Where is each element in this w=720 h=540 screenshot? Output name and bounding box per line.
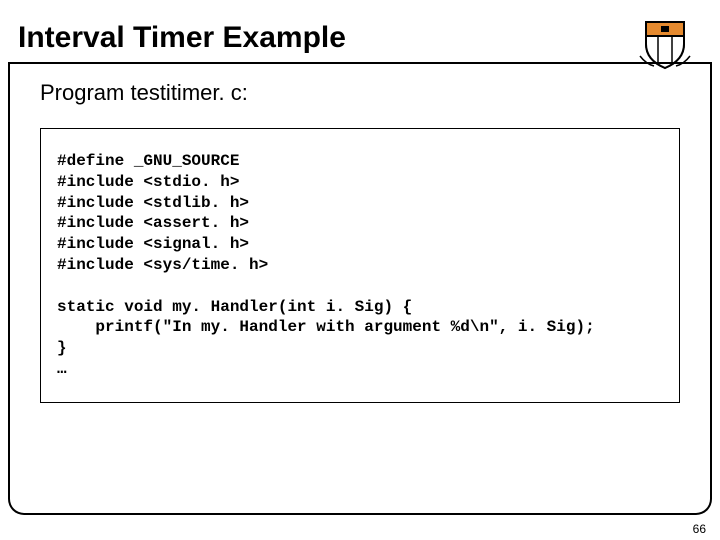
page-number: 66	[693, 522, 706, 536]
subtitle: Program testitimer. c:	[40, 80, 680, 106]
title-bar: Interval Timer Example	[8, 10, 712, 66]
code-block: #define _GNU_SOURCE #include <stdio. h> …	[40, 128, 680, 403]
content-frame: Program testitimer. c: #define _GNU_SOUR…	[8, 62, 712, 515]
slide: Interval Timer Example Program testitime…	[0, 0, 720, 540]
slide-title: Interval Timer Example	[18, 21, 346, 55]
